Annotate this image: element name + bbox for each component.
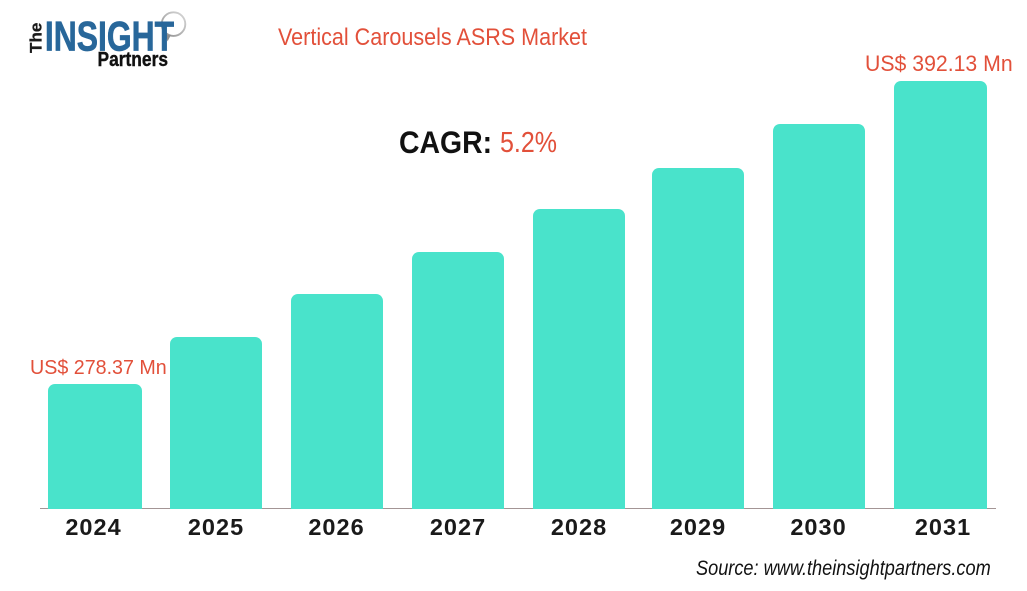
svg-text:INSIGHT: INSIGHT: [45, 12, 174, 59]
svg-text:Partners: Partners: [98, 49, 169, 71]
svg-text:The: The: [28, 23, 46, 53]
